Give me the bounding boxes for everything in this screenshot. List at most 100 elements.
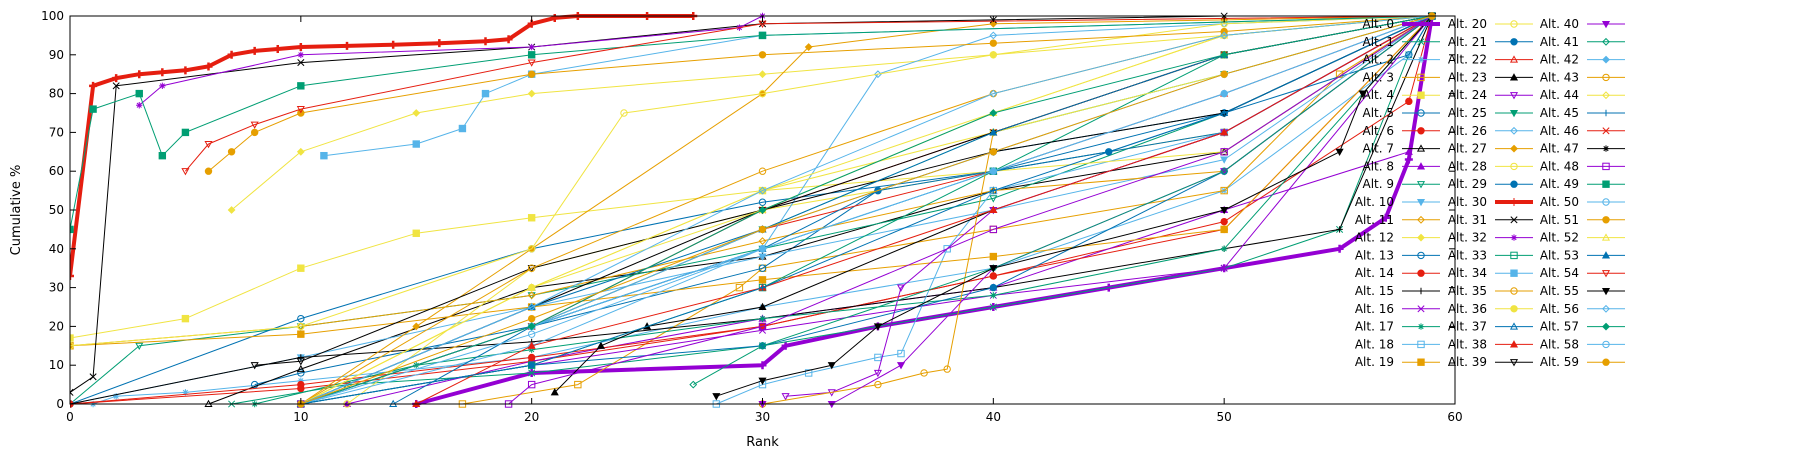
legend-label: Alt. 34 (1448, 266, 1487, 280)
legend-label: Alt. 55 (1540, 284, 1579, 298)
legend-marker (1509, 322, 1519, 330)
data-point (296, 364, 305, 373)
legend-label: Alt. 38 (1448, 337, 1487, 351)
legend-entry: Alt. 10 (1355, 195, 1440, 209)
legend-entry: Alt. 11 (1355, 213, 1440, 227)
data-point (70, 388, 74, 396)
legend-entry: Alt. 18 (1355, 337, 1440, 351)
data-point (781, 341, 790, 350)
legend-marker (1602, 37, 1610, 46)
data-point (527, 341, 536, 349)
legend-entry: Alt. 32 (1448, 231, 1533, 245)
data-point (204, 62, 213, 71)
series-55 (712, 12, 1436, 401)
data-point (527, 353, 536, 362)
legend-label: Alt. 4 (1362, 88, 1394, 102)
legend-marker (1510, 162, 1518, 171)
data-point (989, 265, 998, 273)
legend-label: Alt. 28 (1448, 159, 1487, 173)
series-line (300, 15, 1433, 405)
legend-entry: Alt. 52 (1540, 231, 1625, 245)
data-point (758, 377, 767, 385)
legend-entry: Alt. 43 (1540, 70, 1625, 84)
data-point (297, 82, 305, 90)
data-point (481, 37, 490, 46)
legend-marker (1417, 73, 1425, 82)
legend-entry: Alt. 4 (1362, 88, 1440, 102)
data-point (297, 264, 305, 272)
data-point (296, 358, 305, 366)
legend-label: Alt. 45 (1540, 106, 1579, 120)
data-point (527, 314, 536, 323)
data-point (296, 106, 305, 114)
legend-label: Alt. 17 (1355, 320, 1394, 334)
series-line (92, 15, 1433, 405)
legend-entry: Alt. 57 (1540, 320, 1625, 334)
legend-entry: Alt. 7 (1362, 142, 1440, 156)
legend-entry: Alt. 22 (1448, 53, 1533, 67)
data-point (804, 369, 813, 377)
data-point (1220, 245, 1228, 252)
data-point (943, 365, 951, 373)
legend-label: Alt. 22 (1448, 53, 1487, 67)
series-line (70, 15, 1432, 347)
data-point (527, 330, 536, 338)
data-point (550, 388, 559, 396)
legend-entry: Alt. 1 (1362, 35, 1440, 49)
legend-entry: Alt. 42 (1540, 53, 1625, 67)
legend-label: Alt. 9 (1362, 177, 1394, 191)
legend-entry: Alt. 47 (1540, 142, 1625, 156)
legend-marker (1417, 323, 1425, 330)
data-point (112, 82, 120, 90)
data-point (758, 206, 767, 214)
legend-entry: Alt. 34 (1448, 266, 1533, 280)
data-point (181, 128, 190, 137)
series-line (70, 15, 1433, 405)
data-point (89, 105, 97, 113)
legend-label: Alt. 13 (1355, 248, 1394, 262)
data-point (528, 369, 536, 377)
legend-label: Alt. 33 (1448, 248, 1487, 262)
legend-entry: Alt. 39 (1448, 355, 1533, 369)
legend-marker (1510, 234, 1518, 241)
legend-marker (1416, 144, 1426, 152)
x-tick-label: 10 (293, 410, 308, 424)
data-point (527, 264, 536, 272)
legend-label: Alt. 31 (1448, 213, 1487, 227)
legend-marker (1602, 216, 1610, 224)
x-tick-label: 40 (986, 410, 1001, 424)
data-point (758, 198, 767, 206)
data-point (527, 59, 536, 67)
legend-marker (1509, 92, 1519, 100)
data-point (136, 102, 143, 109)
data-point (112, 393, 120, 400)
legend-entry: Alt. 58 (1540, 337, 1625, 351)
data-point (1220, 128, 1229, 136)
legend-entry: Alt. 44 (1540, 88, 1625, 102)
legend-label: Alt. 43 (1540, 70, 1579, 84)
data-point (896, 362, 906, 370)
data-point (758, 302, 767, 311)
data-point (250, 121, 259, 129)
legend-label: Alt. 3 (1362, 70, 1394, 84)
legend-entry: Alt. 29 (1448, 177, 1533, 191)
data-point (896, 284, 906, 292)
data-point (873, 369, 882, 378)
legend-marker (1417, 56, 1425, 63)
data-point (990, 187, 997, 194)
legend-marker (1510, 251, 1518, 260)
legend-entry: Alt. 16 (1355, 302, 1440, 316)
data-point (897, 349, 905, 358)
legend-entry: Alt. 23 (1448, 70, 1533, 84)
data-point (135, 70, 144, 79)
legend-marker (1417, 127, 1425, 135)
x-tick-label: 60 (1447, 410, 1462, 424)
legend-label: Alt. 50 (1540, 195, 1579, 209)
legend-entry: Alt. 9 (1362, 177, 1440, 191)
data-point (135, 342, 144, 351)
data-point (89, 373, 97, 381)
legend-marker (1416, 181, 1426, 189)
legend-marker (1510, 144, 1518, 153)
legend-marker (1602, 180, 1610, 188)
